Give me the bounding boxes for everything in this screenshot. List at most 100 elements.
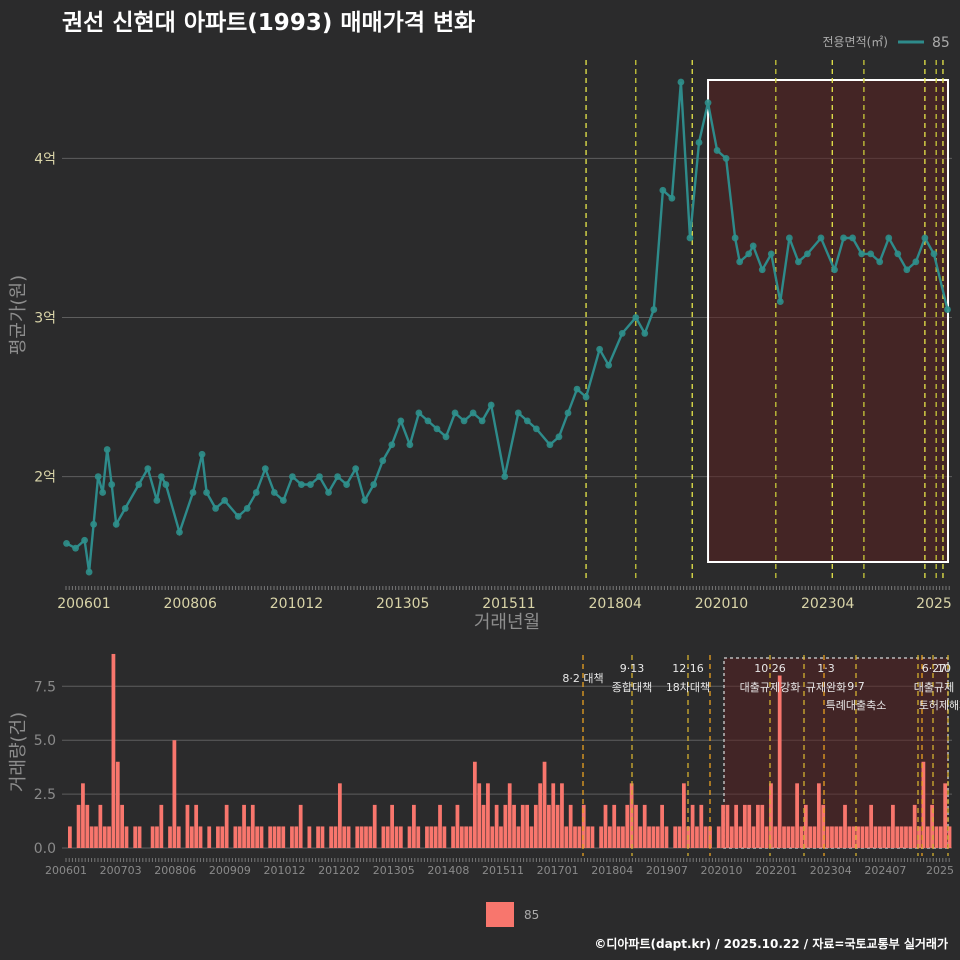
price-point: [885, 234, 893, 242]
policy-annotation-date: 9·7: [847, 680, 865, 693]
price-point: [469, 409, 477, 417]
price-point: [261, 465, 269, 473]
price-point: [776, 298, 784, 305]
volume-bar: [407, 826, 412, 848]
volume-bar: [237, 826, 242, 848]
price-point: [361, 497, 369, 504]
x-tick-label-volume: 201804: [591, 864, 633, 877]
volume-bar: [651, 826, 656, 848]
volume-bar: [577, 826, 582, 848]
credit-text: ©디아파트(dapt.kr) / 2025.10.22 / 자료=국토교통부 실…: [594, 936, 948, 951]
volume-bar: [220, 826, 225, 848]
price-point: [424, 417, 432, 425]
volume-bar: [107, 826, 111, 848]
y-tick-label: 4억: [34, 151, 56, 167]
price-panel: 2억 3억 4억 200601 200806 201012 201305 201511 2018…: [34, 60, 952, 612]
volume-bar: [612, 804, 617, 848]
price-point: [103, 446, 111, 453]
price-point: [316, 473, 323, 480]
x-tick-label: 200806: [164, 596, 218, 612]
volume-bar: [364, 826, 368, 848]
volume-panel: 0.0 2.5 5.0 7.5 8·2 대책 9·13 종합대책 12·16 18차대책 10·2…: [34, 653, 960, 877]
price-point: [605, 361, 613, 369]
volume-bar: [194, 804, 199, 848]
y-tick-label-volume: 2.5: [34, 787, 56, 803]
price-point: [758, 266, 766, 274]
price-point: [695, 139, 703, 146]
price-point: [582, 393, 590, 401]
price-point: [555, 433, 563, 441]
volume-bar: [433, 826, 438, 848]
volume-bar: [477, 783, 482, 848]
price-point: [478, 417, 486, 425]
price-point: [686, 234, 694, 242]
volume-bar: [721, 804, 725, 848]
volume-bar: [734, 804, 739, 848]
volume-bar: [695, 826, 699, 848]
price-point: [704, 99, 712, 107]
price-point: [433, 425, 441, 433]
volume-bar: [337, 783, 342, 848]
volume-bar: [398, 826, 403, 848]
highlight-box: [707, 79, 949, 563]
x-tick-label-volume: 202407: [864, 864, 906, 877]
price-point: [198, 450, 206, 458]
x-tick-label: 202304: [801, 596, 855, 612]
price-point: [162, 481, 170, 488]
volume-bar: [307, 826, 312, 848]
policy-annotation-name: 18차대책: [666, 681, 710, 694]
price-point: [713, 147, 721, 154]
price-point: [121, 505, 129, 512]
volume-bar: [760, 804, 765, 848]
x-tick-label-volume: 201202: [318, 864, 360, 877]
price-point: [912, 258, 920, 266]
volume-bar: [655, 826, 660, 848]
price-point: [903, 266, 911, 274]
volume-bar: [938, 826, 943, 848]
price-point: [135, 481, 143, 488]
volume-bar: [442, 826, 447, 848]
policy-annotation-name: 토허제해제: [919, 698, 960, 712]
price-point: [189, 489, 197, 496]
volume-bar: [111, 653, 116, 848]
volume-bar: [320, 826, 325, 848]
price-point: [157, 473, 165, 480]
volume-bar: [573, 826, 577, 848]
price-point: [573, 385, 581, 393]
volume-bar: [799, 826, 804, 848]
volume-bar: [98, 804, 103, 848]
price-point: [867, 250, 875, 258]
volume-bar: [277, 826, 281, 848]
bottom-legend: 85: [486, 902, 539, 927]
volume-bar: [115, 761, 120, 848]
volume-bar: [425, 826, 429, 848]
x-tick-label: 201305: [376, 596, 429, 612]
volume-bar: [259, 826, 264, 848]
volume-bar: [472, 761, 477, 848]
volume-bar: [742, 804, 747, 848]
price-point: [212, 505, 220, 512]
price-point: [203, 489, 210, 496]
volume-bar: [947, 826, 952, 848]
volume-bar: [250, 804, 255, 848]
volume-bar: [769, 783, 773, 848]
x-tick-label: 201511: [482, 596, 535, 612]
volume-bar: [529, 826, 534, 848]
volume-bar: [634, 804, 638, 848]
volume-bar: [168, 826, 172, 848]
volume-bar: [316, 826, 320, 848]
volume-bar: [895, 826, 900, 848]
volume-bar: [512, 804, 516, 848]
volume-bar: [133, 826, 138, 848]
volume-bar: [359, 826, 364, 848]
policy-annotation-date: 8·2 대책: [562, 672, 603, 685]
volume-bar: [869, 804, 874, 848]
x-tick-label: 200601: [57, 596, 110, 612]
volume-bar: [764, 826, 769, 848]
volume-bar: [642, 804, 647, 848]
volume-bar: [925, 826, 930, 848]
volume-bar: [207, 826, 212, 848]
price-point: [722, 155, 730, 162]
volume-bar: [834, 826, 839, 848]
